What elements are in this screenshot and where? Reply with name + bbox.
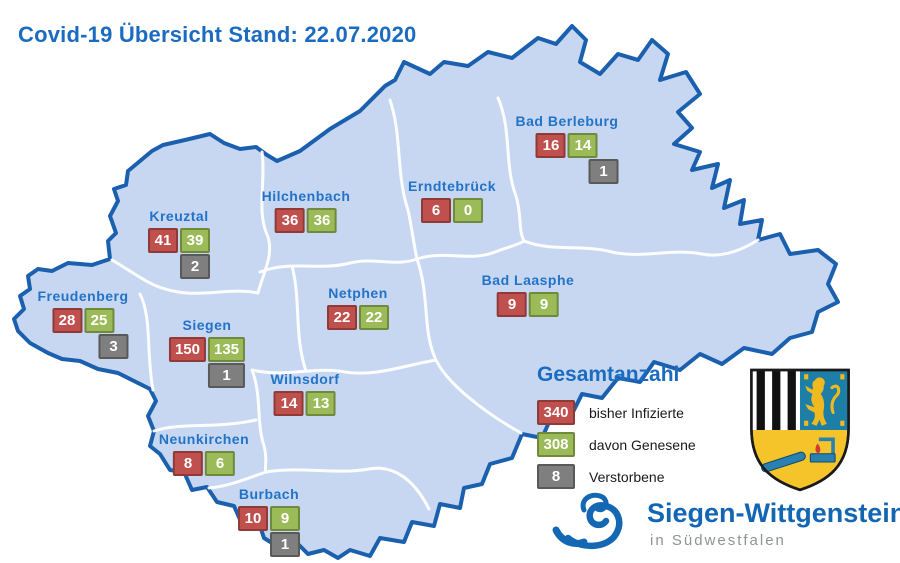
municipality-label: Hilchenbach bbox=[261, 188, 351, 204]
district-logo: Siegen-Wittgenstein in Südwestfalen bbox=[548, 490, 900, 556]
deceased-count-badge: 1 bbox=[208, 363, 246, 388]
legend-label: bisher Infizierte bbox=[589, 404, 684, 421]
infected-count-badge: 41 bbox=[148, 228, 178, 253]
municipality-label: Wilnsdorf bbox=[270, 371, 340, 387]
municipality-burbach: Burbach 10 9 1 bbox=[238, 486, 300, 557]
badge-row: 16 14 bbox=[536, 133, 598, 158]
coat-of-arms-icon bbox=[750, 368, 850, 492]
badge-row: 36 36 bbox=[275, 208, 337, 233]
municipality-kreuztal: Kreuztal 41 39 2 bbox=[148, 208, 210, 279]
infected-count-badge: 10 bbox=[238, 506, 268, 531]
municipality-label: Neunkirchen bbox=[158, 431, 250, 447]
municipal-borders bbox=[110, 96, 760, 511]
recovered-count-badge: 13 bbox=[305, 391, 336, 416]
municipality-label: Erndtebrück bbox=[408, 178, 496, 194]
municipality-bad-laasphe: Bad Laasphe 9 9 bbox=[482, 272, 575, 317]
infected-count-badge: 28 bbox=[51, 308, 82, 333]
infected-count-badge: 36 bbox=[275, 208, 305, 233]
district-outline bbox=[12, 24, 840, 560]
municipality-bad-berleburg: Bad Berleburg 16 14 1 bbox=[516, 113, 619, 184]
legend-label: davon Genesene bbox=[589, 436, 696, 453]
miner-lamp-icon bbox=[809, 437, 836, 463]
municipality-label: Kreuztal bbox=[149, 208, 209, 224]
municipality-label: Bad Berleburg bbox=[515, 113, 619, 129]
logo-swirl-icon bbox=[552, 492, 623, 549]
totals-legend: Gesamtanzahl 340 bisher Infizierte 308 d… bbox=[537, 363, 696, 496]
legend-label: Verstorbene bbox=[589, 468, 665, 485]
badge-row: 10 9 bbox=[238, 506, 300, 531]
municipality-label: Freudenberg bbox=[37, 288, 129, 304]
total-infected-badge: 340 bbox=[537, 400, 575, 425]
municipality-netphen: Netphen 22 22 bbox=[327, 285, 389, 330]
municipality-erndtebr-ck: Erndtebrück 6 0 bbox=[408, 178, 496, 223]
logo-text: Siegen-Wittgenstein bbox=[647, 498, 900, 528]
municipality-label: Bad Laasphe bbox=[481, 272, 575, 288]
page-title: Covid-19 Übersicht Stand: 22.07.2020 bbox=[18, 22, 417, 47]
deceased-count-badge: 3 bbox=[98, 334, 129, 359]
total-deceased-badge: 8 bbox=[537, 464, 575, 489]
recovered-count-badge: 135 bbox=[208, 337, 246, 362]
municipality-hilchenbach: Hilchenbach 36 36 bbox=[262, 188, 351, 233]
infected-count-badge: 14 bbox=[273, 391, 304, 416]
infected-count-badge: 9 bbox=[496, 292, 527, 317]
total-recovered-badge: 308 bbox=[537, 432, 575, 457]
municipality-label: Burbach bbox=[238, 486, 300, 502]
logo-tagline: in Südwestfalen bbox=[650, 532, 786, 549]
municipality-siegen: Siegen 150 135 1 bbox=[168, 317, 246, 388]
recovered-count-badge: 36 bbox=[307, 208, 337, 233]
municipality-label: Netphen bbox=[328, 285, 388, 301]
recovered-count-badge: 0 bbox=[453, 198, 483, 223]
infected-count-badge: 16 bbox=[536, 133, 566, 158]
deceased-count-badge: 2 bbox=[180, 254, 210, 279]
recovered-count-badge: 39 bbox=[180, 228, 210, 253]
infected-count-badge: 22 bbox=[327, 305, 357, 330]
legend-heading: Gesamtanzahl bbox=[537, 363, 680, 386]
recovered-count-badge: 14 bbox=[568, 133, 598, 158]
legend-item: 308 davon Genesene bbox=[537, 432, 696, 457]
municipality-wilnsdorf: Wilnsdorf 14 13 bbox=[271, 371, 340, 416]
deceased-count-badge: 1 bbox=[270, 532, 300, 557]
infected-count-badge: 150 bbox=[168, 337, 206, 362]
infected-count-badge: 8 bbox=[173, 451, 203, 476]
municipality-neunkirchen: Neunkirchen 8 6 bbox=[159, 431, 249, 476]
legend-item: 340 bisher Infizierte bbox=[537, 400, 696, 425]
badge-row: 14 13 bbox=[273, 391, 336, 416]
recovered-count-badge: 6 bbox=[205, 451, 235, 476]
legend-item: 8 Verstorbene bbox=[537, 464, 696, 489]
recovered-count-badge: 9 bbox=[528, 292, 559, 317]
recovered-count-badge: 9 bbox=[270, 506, 300, 531]
deceased-count-badge: 1 bbox=[588, 159, 619, 184]
lion-rampant-icon bbox=[805, 377, 841, 426]
recovered-count-badge: 22 bbox=[359, 305, 389, 330]
badge-row: 22 22 bbox=[327, 305, 389, 330]
recovered-count-badge: 25 bbox=[83, 308, 114, 333]
municipality-freudenberg: Freudenberg 28 25 3 bbox=[37, 288, 129, 359]
badge-row: 150 135 bbox=[168, 337, 246, 362]
infected-count-badge: 6 bbox=[421, 198, 451, 223]
badge-row: 41 39 bbox=[148, 228, 210, 253]
municipality-label: Siegen bbox=[182, 317, 232, 333]
badge-row: 28 25 bbox=[51, 308, 114, 333]
miner-hammer-icon bbox=[761, 451, 806, 473]
